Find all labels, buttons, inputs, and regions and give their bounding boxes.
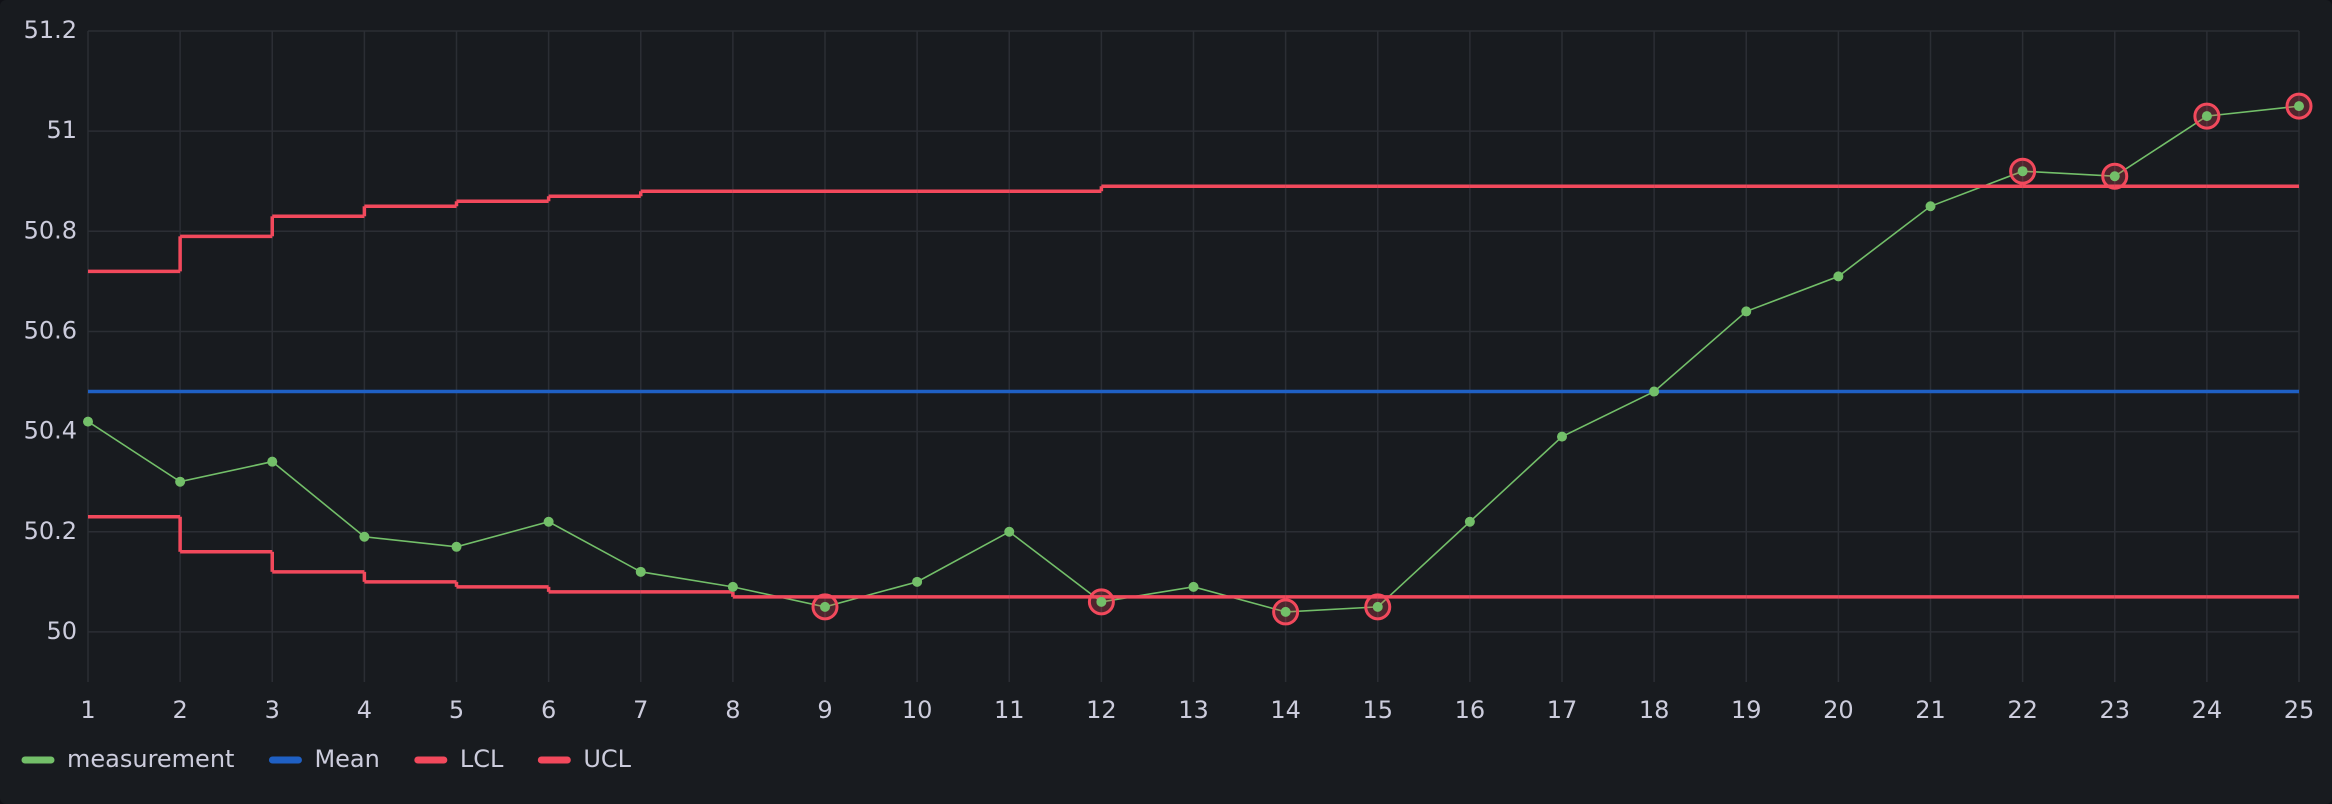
- point: [727, 581, 738, 592]
- x-tick-label: 22: [2007, 696, 2038, 724]
- y-tick-label: 50: [46, 617, 77, 645]
- y-tick-label: 50.2: [24, 517, 77, 545]
- x-tick-label: 11: [994, 696, 1025, 724]
- point: [1004, 526, 1015, 537]
- x-tick-label: 17: [1547, 696, 1578, 724]
- legend-label: LCL: [460, 745, 504, 773]
- x-tick-label: 7: [633, 696, 648, 724]
- point: [1096, 596, 1107, 607]
- point: [912, 576, 923, 587]
- point: [1464, 516, 1475, 527]
- point: [2294, 101, 2304, 112]
- point: [451, 541, 462, 552]
- point: [1649, 386, 1660, 397]
- x-tick-label: 25: [2284, 696, 2315, 724]
- y-tick-label: 50.8: [24, 216, 77, 244]
- point: [1557, 431, 1567, 442]
- x-tick-label: 10: [902, 696, 933, 724]
- x-tick-label: 18: [1639, 696, 1670, 724]
- y-tick-label: 51.2: [24, 16, 77, 44]
- x-tick-label: 21: [1915, 696, 1946, 724]
- point: [2201, 111, 2212, 122]
- y-tick-label: 50.6: [24, 316, 77, 344]
- x-tick-label: 15: [1362, 696, 1393, 724]
- point: [1188, 581, 1199, 592]
- x-tick-label: 6: [541, 696, 556, 724]
- point: [175, 476, 186, 487]
- point: [1280, 606, 1291, 617]
- x-tick-label: 12: [1086, 696, 1117, 724]
- x-tick-label: 3: [265, 696, 280, 724]
- y-tick-label: 51: [46, 116, 77, 144]
- x-tick-label: 4: [357, 696, 372, 724]
- point: [267, 456, 278, 467]
- legend-label: measurement: [67, 745, 234, 773]
- point: [2109, 171, 2120, 182]
- x-tick-label: 24: [2192, 696, 2223, 724]
- x-tick-label: 23: [2099, 696, 2130, 724]
- y-tick-label: 50.4: [24, 417, 77, 445]
- point: [2017, 166, 2028, 177]
- legend-label: Mean: [314, 745, 379, 773]
- legend-label: UCL: [583, 745, 631, 773]
- point: [635, 566, 646, 577]
- point: [1833, 271, 1844, 282]
- point: [1372, 601, 1383, 612]
- x-tick-label: 13: [1178, 696, 1209, 724]
- x-tick-label: 5: [449, 696, 464, 724]
- x-tick-label: 19: [1731, 696, 1762, 724]
- x-tick-label: 20: [1823, 696, 1854, 724]
- x-tick-label: 1: [80, 696, 95, 724]
- point: [1925, 201, 1936, 212]
- point: [359, 531, 370, 542]
- point: [83, 416, 93, 427]
- point: [1741, 306, 1752, 317]
- x-tick-label: 16: [1455, 696, 1486, 724]
- x-tick-label: 9: [817, 696, 832, 724]
- x-tick-label: 14: [1270, 696, 1301, 724]
- point: [820, 601, 830, 612]
- point: [543, 516, 554, 527]
- x-tick-label: 8: [725, 696, 740, 724]
- x-tick-label: 2: [172, 696, 187, 724]
